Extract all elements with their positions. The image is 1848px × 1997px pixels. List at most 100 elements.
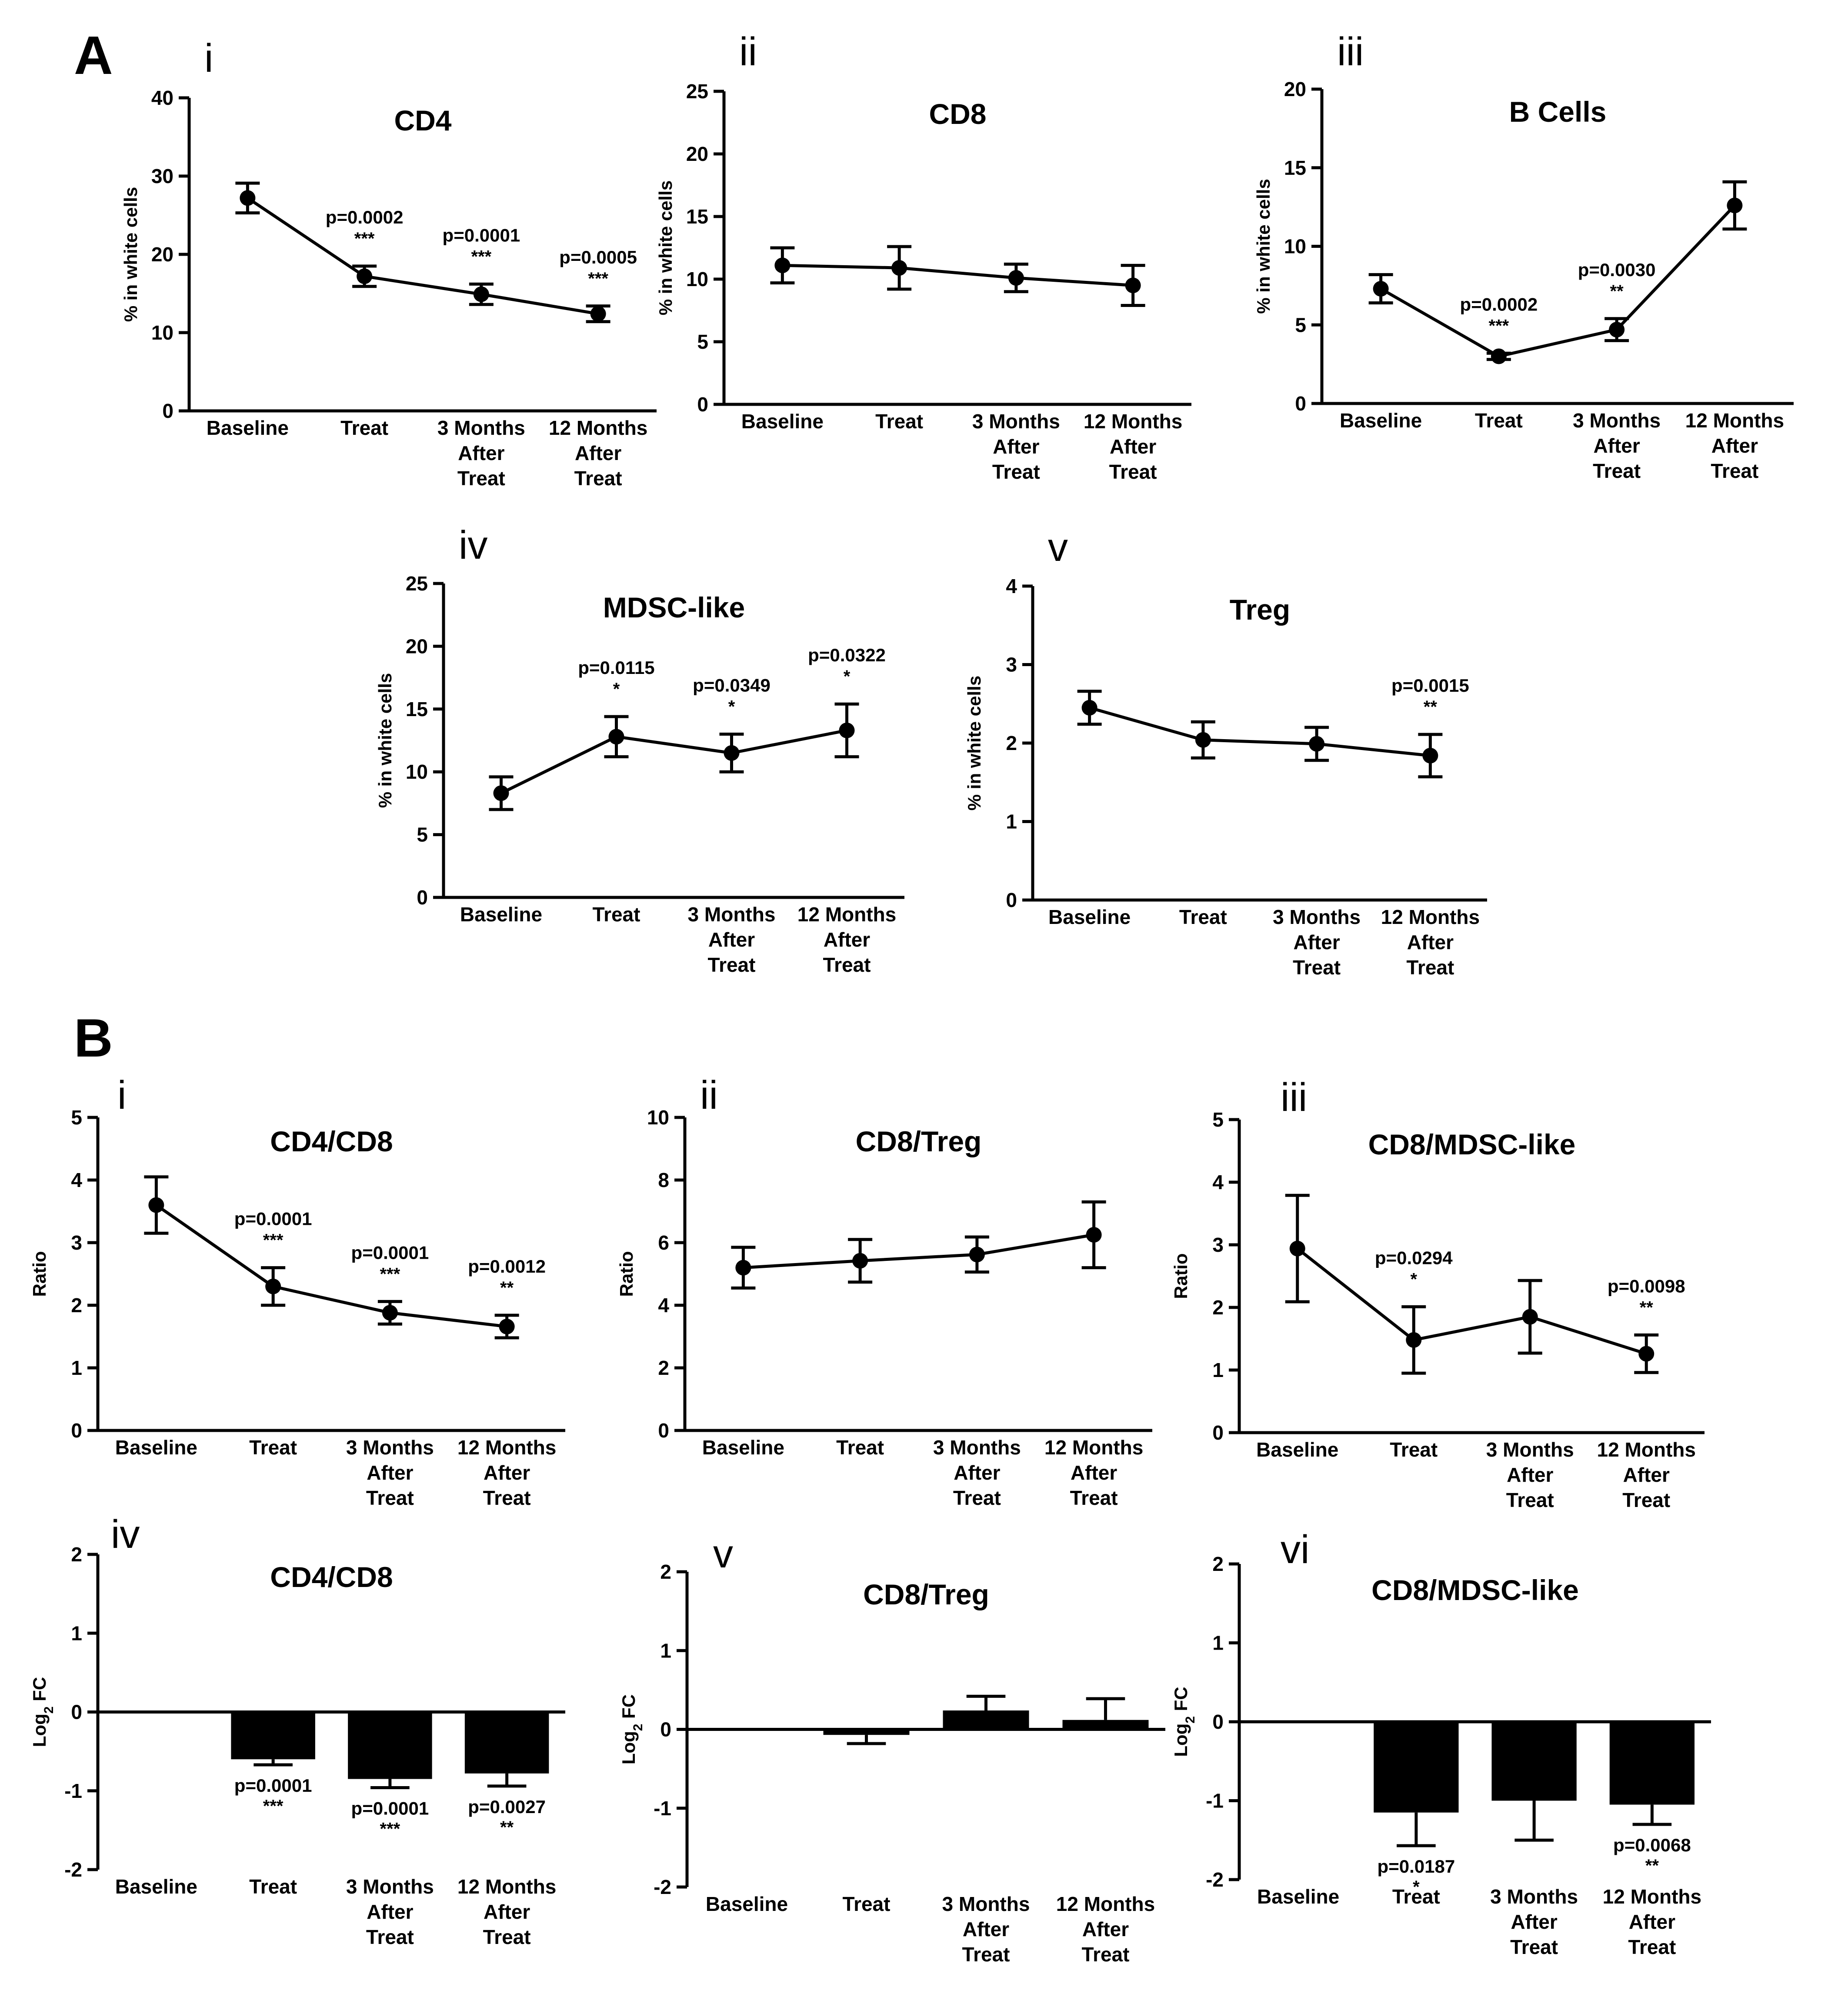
- b-v-bar-2: [943, 1710, 1029, 1730]
- a-i-xlabel-1-0: Treat: [340, 417, 388, 439]
- b-iv-pvalue-1: p=0.0001: [234, 1775, 312, 1796]
- b-iii-pvalue-1: p=0.0294: [1375, 1248, 1453, 1268]
- b-i-ytick-label-1: 1: [71, 1357, 82, 1379]
- b-ii-title: CD8/Treg: [856, 1125, 982, 1157]
- b-vi-xlabel-3-1: After: [1629, 1910, 1675, 1933]
- a-iv-ytick-label-0: 0: [417, 886, 428, 909]
- a-iv-title: MDSC-like: [603, 591, 745, 623]
- b-iii-xlabel-2-0: 3 Months: [1486, 1438, 1574, 1461]
- b-ii-xlabel-2-0: 3 Months: [933, 1436, 1021, 1459]
- a-ii-xlabel-2-0: 3 Months: [972, 410, 1060, 433]
- b-vi-ytick-label-2: 0: [1212, 1710, 1224, 1733]
- b-v-bar-3: [1062, 1720, 1149, 1730]
- b-ii-point-1: [852, 1253, 868, 1269]
- a-i-xlabel-2-1: After: [458, 442, 504, 464]
- a-i-pvalue-1: p=0.0002: [326, 207, 404, 227]
- a-iii-xlabel-2-0: 3 Months: [1573, 409, 1661, 432]
- b-i-ytick-label-2: 2: [71, 1294, 82, 1317]
- a-ii-series-line: [782, 263, 1133, 287]
- b-vi-bar-2: [1491, 1722, 1577, 1801]
- a-iii-stars-1: ***: [1489, 316, 1509, 335]
- a-iv-xlabel-3-0: 12 Months: [797, 903, 896, 926]
- a-iii-point-3: [1727, 197, 1743, 213]
- b-ii-xlabel-1-0: Treat: [836, 1436, 884, 1459]
- b-v-ytick-label-1: -1: [654, 1797, 671, 1820]
- a-ii-panel-label: ii: [739, 30, 757, 74]
- b-iii-panel-label: iii: [1281, 1075, 1307, 1120]
- b-i-point-1: [265, 1278, 281, 1294]
- b-iii-point-1: [1406, 1332, 1422, 1348]
- a-i-pvalue-2: p=0.0001: [443, 225, 520, 245]
- b-vi-ylabel: Log2 FC: [1171, 1687, 1198, 1757]
- b-iv-bar-2: [348, 1712, 432, 1779]
- a-ii-point-2: [1008, 270, 1024, 286]
- a-v-point-3: [1422, 747, 1438, 763]
- b-i-xlabel-2-2: Treat: [366, 1487, 414, 1509]
- b-iv-xlabel-3-1: After: [484, 1900, 530, 1923]
- b-iii-ytick-label-0: 0: [1212, 1421, 1224, 1444]
- a-iii-ytick-label-1: 5: [1295, 313, 1306, 336]
- b-i-pvalue-1: p=0.0001: [234, 1209, 312, 1229]
- a-iii-pvalue-2: p=0.0030: [1578, 260, 1656, 280]
- a-v-xlabel-0-0: Baseline: [1048, 906, 1131, 928]
- b-v-xlabel-3-0: 12 Months: [1056, 1893, 1155, 1915]
- a-v-point-1: [1195, 732, 1211, 748]
- a-i-ytick-label-1: 10: [151, 321, 173, 344]
- a-v-xlabel-1-0: Treat: [1179, 906, 1227, 928]
- b-v-ytick-label-3: 1: [660, 1639, 671, 1662]
- b-vi-bar-1: [1374, 1722, 1459, 1813]
- b-ii-series-line: [743, 1233, 1094, 1270]
- a-iv-ytick-label-4: 20: [406, 635, 428, 657]
- a-iii-ytick-label-0: 0: [1295, 392, 1306, 415]
- a-v-xlabel-3-1: After: [1407, 931, 1454, 953]
- b-iv-panel-label: iv: [111, 1512, 140, 1557]
- b-v-xlabel-0-0: Baseline: [706, 1893, 788, 1915]
- b-i-xlabel-2-0: 3 Months: [346, 1436, 434, 1459]
- b-v-panel-label: v: [713, 1532, 733, 1576]
- b-v-ytick-label-2: 0: [660, 1718, 671, 1741]
- b-i-pvalue-3: p=0.0012: [468, 1256, 546, 1277]
- a-v-series-line: [1089, 706, 1431, 757]
- b-iv-bar-3: [464, 1712, 549, 1774]
- a-ii-ytick-label-4: 20: [686, 143, 708, 165]
- b-vi-panel-label: vi: [1281, 1527, 1309, 1572]
- a-i-panel-label: i: [204, 36, 213, 80]
- a-iii-xlabel-3-0: 12 Months: [1685, 409, 1784, 432]
- b-iv-pvalue-3: p=0.0027: [468, 1797, 546, 1817]
- b-ii-ytick-label-2: 4: [658, 1294, 669, 1317]
- a-iii-panel-label: iii: [1337, 30, 1364, 74]
- a-iii-xlabel-2-1: After: [1593, 434, 1640, 457]
- a-iii-point-0: [1373, 281, 1389, 297]
- b-iv-pvalue-2: p=0.0001: [351, 1798, 429, 1819]
- a-iii-stars-2: **: [1610, 282, 1624, 301]
- b-iii-ytick-label-3: 3: [1212, 1234, 1224, 1256]
- b-iv-xlabel-1-0: Treat: [249, 1875, 297, 1898]
- a-i-xlabel-2-2: Treat: [457, 467, 505, 490]
- b-i-xlabel-0-0: Baseline: [115, 1436, 197, 1459]
- a-v-ytick-label-2: 2: [1006, 732, 1017, 754]
- a-v-xlabel-2-0: 3 Months: [1273, 906, 1361, 928]
- a-ii-xlabel-3-2: Treat: [1109, 460, 1157, 483]
- b-iii-ylabel: Ratio: [1171, 1254, 1191, 1299]
- b-vi-xlabel-3-2: Treat: [1628, 1936, 1676, 1958]
- b-vi-pvalue-3: p=0.0068: [1613, 1835, 1691, 1855]
- a-v-ytick-label-0: 0: [1006, 889, 1017, 911]
- a-i-stars-1: ***: [354, 229, 375, 248]
- a-i-point-1: [357, 268, 373, 284]
- a-ii-ytick-label-2: 10: [686, 268, 708, 290]
- a-v-panel-label: v: [1048, 525, 1068, 570]
- a-ii-ytick-label-5: 25: [686, 80, 708, 103]
- a-iv-pvalue-2: p=0.0349: [693, 675, 771, 696]
- a-iv-ytick-label-1: 5: [417, 823, 428, 846]
- b-ii-xlabel-3-0: 12 Months: [1044, 1436, 1143, 1459]
- a-iii-point-1: [1491, 348, 1507, 364]
- b-iii-ytick-label-2: 2: [1212, 1296, 1224, 1319]
- a-iii-series-line: [1380, 204, 1736, 358]
- a-iv-stars-1: *: [613, 680, 620, 699]
- a-ii-point-0: [774, 257, 791, 273]
- b-i-xlabel-1-0: Treat: [249, 1436, 297, 1459]
- b-vi-ytick-label-3: 1: [1212, 1632, 1224, 1654]
- b-vi-xlabel-1-0: Treat: [1392, 1885, 1440, 1908]
- b-ii-ytick-label-1: 2: [658, 1357, 669, 1379]
- a-iii-title: B Cells: [1509, 96, 1607, 128]
